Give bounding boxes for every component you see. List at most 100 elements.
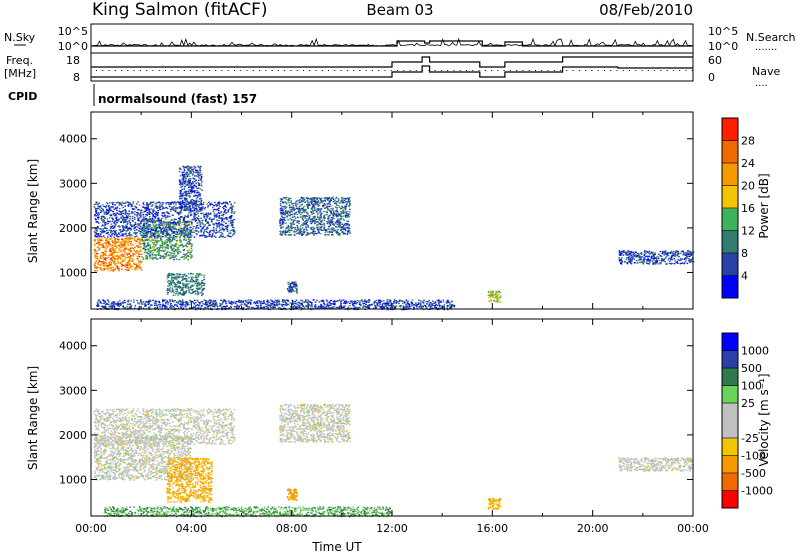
radar-cell	[107, 222, 109, 225]
radar-cell	[195, 226, 197, 228]
radar-cell	[107, 256, 109, 259]
nave-dot	[340, 70, 342, 71]
radar-cell	[194, 180, 196, 183]
radar-cell	[109, 261, 111, 263]
radar-cell	[145, 258, 148, 260]
radar-cell	[326, 203, 329, 205]
radar-cell	[144, 222, 147, 224]
radar-cell	[139, 253, 141, 255]
radar-cell	[633, 255, 636, 257]
radar-cell	[118, 239, 121, 241]
radar-cell	[140, 260, 142, 262]
radar-cell	[119, 257, 121, 259]
radar-cell	[151, 242, 154, 244]
nave-dot	[641, 70, 643, 71]
radar-cell	[343, 200, 346, 202]
radar-cell	[110, 250, 112, 252]
radar-cell	[116, 234, 119, 236]
radar-cell	[215, 209, 218, 211]
radar-cell	[161, 247, 163, 249]
radar-cell	[169, 228, 171, 230]
radar-cell	[323, 197, 326, 199]
radar-cell	[101, 230, 103, 232]
radar-cell	[211, 233, 214, 235]
radar-cell	[95, 255, 97, 257]
radar-cell	[200, 274, 203, 276]
radar-cell	[496, 296, 499, 298]
radar-cell	[167, 281, 169, 283]
radar-cell	[179, 207, 182, 209]
radar-cell	[127, 228, 130, 230]
radar-cell	[136, 215, 139, 217]
radar-cell	[620, 259, 622, 261]
radar-cell	[200, 229, 202, 231]
radar-cell	[346, 232, 349, 235]
radar-cell	[154, 221, 156, 223]
radar-cell	[303, 199, 305, 201]
freq-trace	[91, 56, 693, 68]
radar-cell	[684, 262, 686, 264]
radar-cell	[189, 180, 191, 182]
radar-cell	[153, 234, 155, 237]
radar-cell	[215, 214, 217, 216]
radar-cell	[124, 238, 126, 240]
radar-cell	[310, 222, 313, 225]
radar-cell	[153, 210, 155, 212]
nave-dot	[215, 70, 217, 71]
radar-cell	[149, 246, 152, 248]
radar-cell	[231, 206, 233, 208]
radar-cell	[295, 206, 298, 208]
radar-cell	[123, 264, 126, 267]
radar-cell	[233, 212, 235, 214]
radar-cell	[116, 258, 118, 261]
radar-cell	[197, 293, 200, 295]
radar-cell	[106, 203, 109, 205]
radar-cell	[304, 215, 306, 217]
radar-cell	[213, 224, 215, 226]
radar-cell	[100, 267, 102, 269]
radar-cell	[310, 226, 312, 229]
radar-cell	[160, 219, 162, 221]
radar-cell	[188, 186, 190, 188]
radar-cell	[105, 206, 107, 209]
radar-cell	[679, 257, 682, 260]
radar-cell	[168, 272, 170, 275]
radar-cell	[147, 253, 150, 255]
radar-cell	[107, 242, 110, 244]
radar-cell	[172, 248, 175, 250]
radar-cell	[159, 208, 161, 211]
radar-cell	[167, 250, 169, 253]
radar-cell	[285, 206, 288, 208]
radar-cell	[113, 236, 115, 238]
radar-cell	[147, 221, 149, 223]
nave-dot	[440, 70, 442, 71]
radar-cell	[221, 219, 223, 221]
radar-cell	[95, 210, 98, 212]
radar-cell	[105, 248, 108, 250]
radar-cell	[149, 225, 151, 227]
radar-cell	[228, 208, 230, 211]
radar-cell	[136, 235, 138, 237]
radar-cell	[196, 287, 199, 289]
radar-cell	[296, 221, 298, 224]
radar-cell	[230, 223, 233, 225]
radar-cell	[102, 260, 105, 262]
radar-cell	[194, 167, 196, 169]
radar-cell	[213, 217, 215, 219]
radar-cell	[197, 181, 200, 184]
radar-cell	[141, 206, 144, 208]
radar-cell	[183, 283, 186, 285]
radar-cell	[169, 225, 171, 227]
radar-cell	[299, 225, 302, 227]
radar-cell	[676, 260, 678, 262]
radar-cell	[343, 225, 345, 227]
radar-cell	[288, 287, 291, 289]
radar-cell	[197, 282, 200, 284]
radar-cell	[122, 219, 124, 221]
radar-cell	[122, 212, 124, 215]
radar-cell	[175, 230, 178, 232]
radar-cell	[308, 232, 310, 234]
radar-cell	[162, 211, 164, 214]
radar-cell	[116, 206, 119, 208]
radar-cell	[129, 258, 131, 260]
